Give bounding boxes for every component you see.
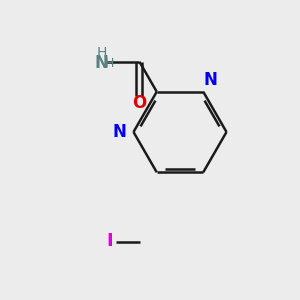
Text: N: N xyxy=(94,54,108,72)
Text: N: N xyxy=(112,123,127,141)
Text: H: H xyxy=(104,57,114,70)
Text: H: H xyxy=(96,46,106,61)
Text: O: O xyxy=(132,94,147,112)
Text: N: N xyxy=(203,70,217,88)
Text: I: I xyxy=(106,232,113,250)
